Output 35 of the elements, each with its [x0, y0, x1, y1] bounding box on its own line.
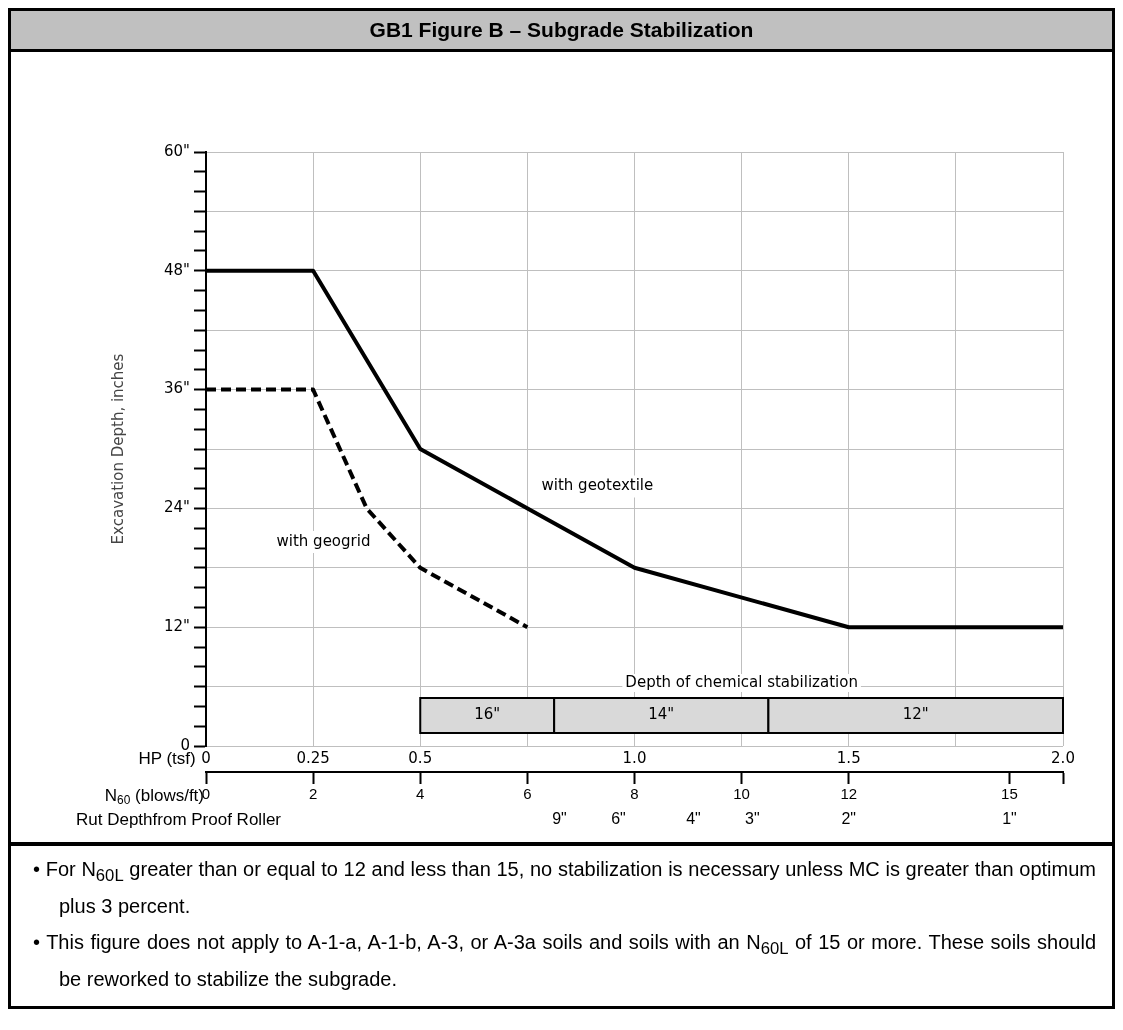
x2-tick-label: 8 — [630, 785, 639, 803]
x2-tick-label: 4 — [416, 785, 425, 803]
x-tick-label: 1.5 — [836, 748, 861, 767]
x2-tick-label: 12 — [840, 785, 858, 803]
y-axis-title: Excavation Depth, inches — [108, 353, 127, 545]
text: 9" — [552, 810, 567, 828]
text: 4" — [686, 810, 701, 828]
band-label: 14" — [648, 705, 675, 724]
x2-tick-label: 15 — [1001, 785, 1018, 803]
x-tick-label: 1.0 — [622, 748, 647, 767]
series-label: with geotextile — [541, 476, 654, 495]
y-tick-label: 36" — [164, 379, 190, 398]
band-label: 12" — [902, 705, 929, 724]
annotation: Depth of chemical stabilization — [625, 672, 858, 691]
x-tick-label: 2.0 — [1051, 748, 1075, 767]
series-label: with geogrid — [276, 531, 371, 550]
y-tick-label: 60" — [164, 141, 190, 160]
x2-tick-label: 6 — [523, 785, 532, 803]
text: • For N$_{60L}$ greater than or equal to 12 and less than 15, no stabilization is necessary unless MC is greater than optimum plus 3 percent. — [33, 857, 1096, 919]
text: 3" — [745, 810, 760, 828]
y-tick-label: 48" — [164, 260, 190, 279]
text: 6" — [611, 810, 626, 828]
band-label: 16" — [474, 705, 501, 724]
x-tick-label: 0.25 — [296, 748, 330, 767]
y-tick-label: 12" — [164, 617, 190, 636]
x-tick-label: 0 — [201, 748, 211, 767]
text: • This figure does not apply to A-1-a, A-1-b, A-3, or A-3a soils and soils with an N$_{60L}$ of 15 or more. These soils should be reworked to stabilize the subgrade. — [33, 931, 1096, 990]
x-tick-label: 0.5 — [408, 748, 433, 767]
text: Rut Depthfrom Proof Roller — [76, 809, 282, 829]
x2-tick-label: 10 — [733, 785, 750, 803]
chart-title: GB1 Figure B – Subgrade Stabilization — [11, 11, 1112, 52]
y-tick-label: 24" — [164, 498, 190, 517]
text: 1" — [1002, 810, 1017, 828]
x2-tick-label: 2 — [308, 785, 318, 803]
text: 2" — [841, 810, 857, 828]
